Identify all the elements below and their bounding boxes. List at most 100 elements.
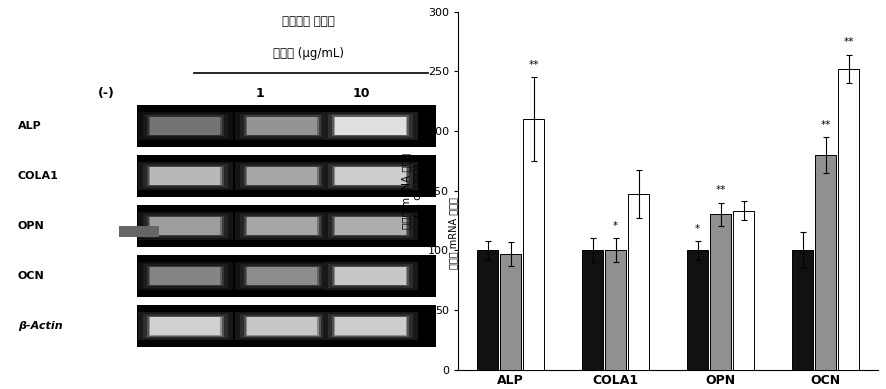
Bar xyxy=(146,116,223,136)
Bar xyxy=(331,116,408,136)
Bar xyxy=(245,217,318,235)
Bar xyxy=(733,211,754,370)
Bar xyxy=(150,317,221,335)
Bar xyxy=(150,217,221,235)
Bar xyxy=(137,212,232,240)
Bar xyxy=(335,267,405,285)
Bar xyxy=(136,205,436,247)
Bar xyxy=(149,117,222,135)
Bar xyxy=(146,216,223,237)
Text: OCN: OCN xyxy=(18,271,44,281)
Bar xyxy=(244,216,321,237)
Bar xyxy=(239,214,324,238)
Bar xyxy=(136,155,436,197)
Bar xyxy=(235,112,330,140)
Bar xyxy=(245,117,318,135)
Bar xyxy=(710,214,730,370)
Bar xyxy=(335,317,405,335)
Bar xyxy=(136,255,436,297)
Bar xyxy=(143,264,228,288)
Bar xyxy=(791,250,812,370)
Bar xyxy=(331,316,408,336)
Bar xyxy=(335,167,405,185)
Bar xyxy=(235,262,330,290)
Bar xyxy=(627,194,649,370)
Bar xyxy=(245,166,318,185)
Bar xyxy=(246,267,317,285)
Bar xyxy=(604,250,626,370)
Bar xyxy=(137,312,232,340)
Bar xyxy=(331,216,408,237)
Bar xyxy=(581,250,602,370)
Bar xyxy=(244,316,321,336)
Bar xyxy=(149,317,222,336)
Bar xyxy=(150,117,221,135)
Bar xyxy=(137,262,232,290)
Text: **: ** xyxy=(820,120,830,130)
Bar xyxy=(239,164,324,188)
Bar xyxy=(235,212,330,240)
Bar xyxy=(246,217,317,235)
Bar xyxy=(246,117,317,135)
Bar xyxy=(137,112,232,140)
Bar xyxy=(837,69,859,370)
Bar xyxy=(143,164,228,188)
Text: *: * xyxy=(695,224,699,233)
Bar xyxy=(137,162,232,190)
Bar xyxy=(149,267,222,286)
Bar xyxy=(239,114,324,138)
Text: (-): (-) xyxy=(97,87,114,100)
Bar xyxy=(334,317,407,336)
Bar xyxy=(235,312,330,340)
Text: *: * xyxy=(612,221,618,231)
Bar xyxy=(146,266,223,286)
Bar xyxy=(328,264,412,288)
Bar xyxy=(323,162,417,190)
Bar xyxy=(239,264,324,288)
Text: 10: 10 xyxy=(353,87,369,100)
Bar xyxy=(814,155,835,370)
Bar xyxy=(500,254,521,370)
Bar xyxy=(150,267,221,285)
Bar xyxy=(150,167,221,185)
Bar xyxy=(323,212,417,240)
Text: **: ** xyxy=(715,186,725,195)
Bar xyxy=(335,117,405,135)
Bar xyxy=(328,164,412,188)
Bar xyxy=(244,166,321,186)
Bar xyxy=(149,166,222,185)
Bar xyxy=(239,314,324,338)
Bar xyxy=(143,114,228,138)
Bar xyxy=(323,312,417,340)
Text: COLA1: COLA1 xyxy=(18,171,58,181)
Bar xyxy=(323,262,417,290)
Bar xyxy=(119,226,159,237)
Bar xyxy=(331,166,408,186)
Bar xyxy=(334,166,407,185)
Bar xyxy=(136,305,436,347)
Bar xyxy=(323,112,417,140)
Bar xyxy=(335,217,405,235)
Bar xyxy=(328,314,412,338)
Text: **: ** xyxy=(528,60,539,70)
Text: 1: 1 xyxy=(255,87,264,100)
Bar xyxy=(328,114,412,138)
Text: 상대적 mRNA 발현량
(% of 대조군): 상대적 mRNA 발현량 (% of 대조군) xyxy=(447,198,469,270)
Bar xyxy=(334,117,407,135)
Text: β-Actin: β-Actin xyxy=(18,321,62,331)
Bar xyxy=(149,217,222,235)
Bar xyxy=(235,162,330,190)
Bar xyxy=(246,317,317,335)
Bar xyxy=(246,167,317,185)
Bar xyxy=(244,116,321,136)
Bar xyxy=(245,317,318,336)
Text: ALP: ALP xyxy=(18,121,42,131)
Bar xyxy=(523,119,544,370)
Bar xyxy=(143,314,228,338)
Bar xyxy=(146,316,223,336)
Bar xyxy=(334,217,407,235)
Bar xyxy=(328,214,412,238)
Bar xyxy=(245,267,318,286)
Bar xyxy=(136,105,436,147)
Bar xyxy=(477,250,498,370)
